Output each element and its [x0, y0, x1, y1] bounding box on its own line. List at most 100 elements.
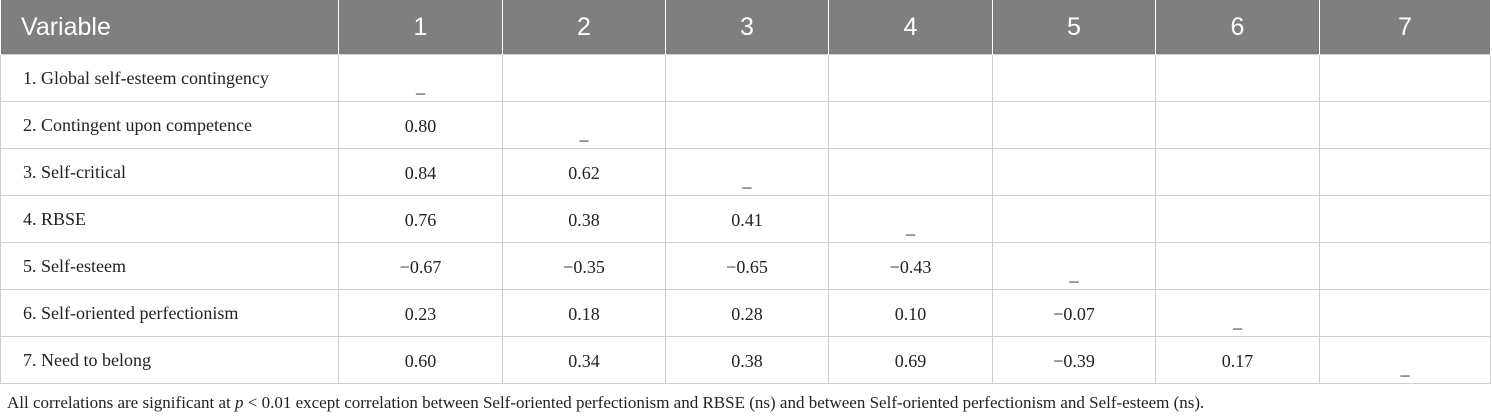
note-prefix: All correlations are significant at — [7, 393, 235, 412]
correlation-value: −0.67 — [399, 256, 442, 277]
table-cell: 0.10 — [828, 289, 993, 337]
table-cell — [992, 195, 1156, 243]
row-variable-label: 4. RBSE — [0, 195, 339, 243]
table-row: 3. Self-critical 0.84 0.62 _ — [0, 148, 1491, 196]
table-body: 1. Global self-esteem contingency _ 2. Con… — [0, 54, 1491, 384]
correlation-value: 0.62 — [568, 162, 600, 183]
table-cell — [1319, 289, 1491, 337]
header-col-1: 1 — [338, 0, 503, 55]
table-header-row: Variable 1 2 3 4 5 6 7 — [0, 0, 1491, 55]
table-cell: 0.80 — [338, 101, 503, 149]
table-row: 5. Self-esteem −0.67 −0.35 −0.65 −0.43 _ — [0, 242, 1491, 290]
correlation-value: 0.28 — [731, 303, 763, 324]
table-cell: 0.60 — [338, 336, 503, 384]
table-cell — [992, 148, 1156, 196]
table-cell: 0.28 — [665, 289, 829, 337]
table-cell — [992, 101, 1156, 149]
table-row: 1. Global self-esteem contingency _ — [0, 54, 1491, 102]
table-cell: _ — [665, 148, 829, 196]
diagonal-dash: _ — [579, 122, 589, 143]
row-variable-label: 7. Need to belong — [0, 336, 339, 384]
table-cell: 0.69 — [828, 336, 993, 384]
table-row: 6. Self-oriented perfectionism 0.23 0.18 0.… — [0, 289, 1491, 337]
correlation-table-container: Variable 1 2 3 4 5 6 7 1. Global self-es… — [0, 0, 1491, 384]
note-suffix: < 0.01 except correlation between Self-o… — [243, 393, 1205, 412]
table-cell: _ — [992, 242, 1156, 290]
correlation-value: 0.80 — [404, 115, 437, 136]
table-cell — [1319, 148, 1491, 196]
table-cell: _ — [828, 195, 993, 243]
table-cell: _ — [338, 54, 503, 102]
header-col-3: 3 — [665, 0, 829, 55]
table-cell — [1155, 242, 1320, 290]
table-cell: 0.23 — [338, 289, 503, 337]
correlation-value: −0.43 — [889, 256, 932, 277]
correlation-value: 0.17 — [1221, 350, 1254, 371]
table-footnote: All correlations are significant at p < … — [7, 393, 1204, 413]
row-variable-label: 5. Self-esteem — [0, 242, 339, 290]
table-cell — [1155, 148, 1320, 196]
correlation-value: −0.07 — [1053, 303, 1095, 324]
correlation-value: 0.84 — [404, 162, 437, 183]
row-variable-label: 1. Global self-esteem contingency — [0, 54, 339, 102]
table-row: 2. Contingent upon competence 0.80 _ — [0, 101, 1491, 149]
table-cell — [1155, 54, 1320, 102]
header-col-5: 5 — [992, 0, 1156, 55]
header-variable: Variable — [0, 0, 339, 55]
row-variable-label: 3. Self-critical — [0, 148, 339, 196]
row-variable-label: 6. Self-oriented perfectionism — [0, 289, 339, 337]
diagonal-dash: _ — [1069, 263, 1079, 284]
correlation-value: −0.65 — [726, 256, 768, 277]
table-cell: −0.35 — [502, 242, 666, 290]
table-cell: _ — [1319, 336, 1491, 384]
correlation-value: 0.60 — [404, 350, 437, 371]
table-cell: −0.67 — [338, 242, 503, 290]
table-cell: −0.39 — [992, 336, 1156, 384]
table-cell: 0.17 — [1155, 336, 1320, 384]
diagonal-dash: _ — [416, 75, 425, 96]
diagonal-dash: _ — [1400, 357, 1410, 378]
table-cell — [665, 101, 829, 149]
table-cell: 0.38 — [665, 336, 829, 384]
table-cell — [1319, 54, 1491, 102]
table-cell — [1319, 195, 1491, 243]
correlation-value: 0.10 — [894, 303, 927, 324]
table-cell: −0.07 — [992, 289, 1156, 337]
diagonal-dash: _ — [742, 169, 752, 190]
table-cell — [828, 148, 993, 196]
table-cell — [1319, 101, 1491, 149]
table-row: 4. RBSE 0.76 0.38 0.41 _ — [0, 195, 1491, 243]
table-cell: 0.34 — [502, 336, 666, 384]
header-col-4: 4 — [828, 0, 993, 55]
correlation-table: Variable 1 2 3 4 5 6 7 1. Global self-es… — [0, 0, 1491, 384]
correlation-value: 0.38 — [568, 209, 600, 230]
correlation-value: 0.38 — [731, 350, 763, 371]
table-cell — [502, 54, 666, 102]
table-cell: 0.38 — [502, 195, 666, 243]
table-cell — [1319, 242, 1491, 290]
correlation-value: 0.18 — [568, 303, 600, 324]
table-cell: 0.18 — [502, 289, 666, 337]
correlation-value: 0.41 — [731, 209, 763, 230]
diagonal-dash: _ — [1233, 310, 1242, 331]
table-row: 7. Need to belong 0.60 0.34 0.38 0.69 −0.39 0.… — [0, 336, 1491, 384]
correlation-value: 0.23 — [404, 303, 437, 324]
table-cell — [665, 54, 829, 102]
header-col-2: 2 — [502, 0, 666, 55]
header-col-7: 7 — [1319, 0, 1491, 55]
table-cell — [1155, 195, 1320, 243]
table-cell: −0.65 — [665, 242, 829, 290]
table-cell: _ — [1155, 289, 1320, 337]
correlation-value: 0.76 — [404, 209, 437, 230]
correlation-value: 0.69 — [894, 350, 927, 371]
note-p-symbol: p — [235, 393, 244, 412]
header-col-6: 6 — [1155, 0, 1320, 55]
table-cell: 0.41 — [665, 195, 829, 243]
table-cell — [1155, 101, 1320, 149]
table-cell — [828, 54, 993, 102]
table-cell — [992, 54, 1156, 102]
correlation-value: −0.39 — [1053, 350, 1095, 371]
table-cell — [828, 101, 993, 149]
table-cell: 0.62 — [502, 148, 666, 196]
table-cell: 0.84 — [338, 148, 503, 196]
